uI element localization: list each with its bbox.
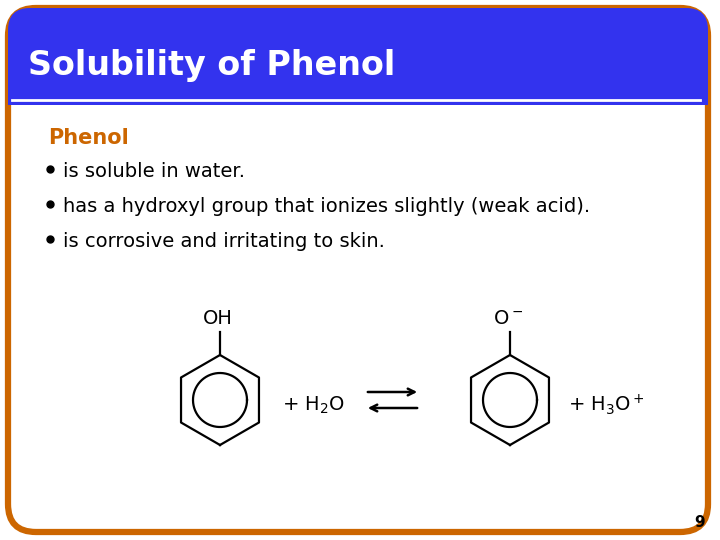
Text: Phenol: Phenol [48, 128, 129, 148]
Text: OH: OH [203, 309, 233, 328]
Text: O$^-$: O$^-$ [493, 309, 523, 328]
Text: + H$_2$O: + H$_2$O [282, 394, 345, 416]
Text: Solubility of Phenol: Solubility of Phenol [28, 49, 395, 82]
Text: has a hydroxyl group that ionizes slightly (weak acid).: has a hydroxyl group that ionizes slight… [63, 197, 590, 216]
Text: is corrosive and irritating to skin.: is corrosive and irritating to skin. [63, 232, 385, 251]
Bar [8, 60, 708, 105]
FancyBboxPatch shape [8, 8, 708, 532]
Text: + H$_3$O$^+$: + H$_3$O$^+$ [568, 393, 645, 417]
Text: is soluble in water.: is soluble in water. [63, 162, 245, 181]
FancyBboxPatch shape [8, 8, 708, 105]
Text: 9: 9 [694, 515, 705, 530]
